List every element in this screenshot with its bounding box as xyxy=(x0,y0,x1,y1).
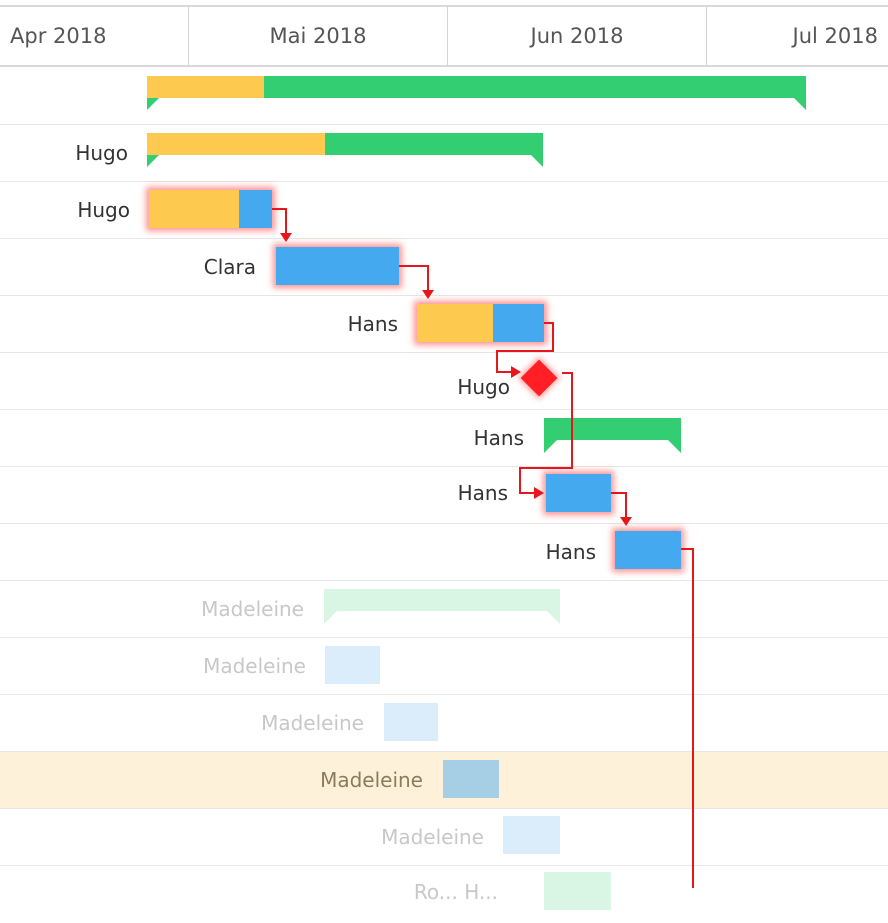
task-resource-label: Ro... H... xyxy=(413,880,498,904)
month-header-jul: Jul 2018 xyxy=(706,7,888,65)
task-bar[interactable] xyxy=(615,531,681,569)
gantt-row[interactable]: Hugo xyxy=(0,353,888,410)
task-resource-label: Hans xyxy=(473,426,524,450)
month-header-jun: Jun 2018 xyxy=(447,7,706,65)
task-resource-label: Madeleine xyxy=(381,825,484,849)
timeline-header: Apr 2018 Mai 2018 Jun 2018 Jul 2018 xyxy=(0,5,888,67)
gantt-row[interactable]: Madeleine xyxy=(0,695,888,752)
gantt-row[interactable]: Ro... H... xyxy=(0,866,888,923)
task-resource-label: Madeleine xyxy=(203,654,306,678)
month-header-mai: Mai 2018 xyxy=(188,7,447,65)
task-resource-label: Hugo xyxy=(75,141,128,165)
task-bar[interactable] xyxy=(503,816,560,854)
milestone-diamond[interactable] xyxy=(520,359,558,397)
project-summary-bar[interactable] xyxy=(147,76,806,110)
gantt-row[interactable] xyxy=(0,68,888,125)
task-bar[interactable] xyxy=(149,190,272,228)
gantt-row[interactable]: Madeleine xyxy=(0,638,888,695)
task-resource-label: Madeleine xyxy=(201,597,304,621)
gantt-row[interactable]: Hugo xyxy=(0,182,888,239)
gantt-row[interactable]: Hugo xyxy=(0,125,888,182)
task-resource-label: Hans xyxy=(545,540,596,564)
task-resource-label: Hugo xyxy=(457,375,510,399)
task-resource-label: Hugo xyxy=(77,198,130,222)
summary-bar[interactable] xyxy=(324,589,560,624)
task-bar[interactable] xyxy=(276,247,399,285)
month-header-apr: Apr 2018 xyxy=(10,24,107,48)
task-resource-label: Clara xyxy=(203,255,256,279)
task-bar[interactable] xyxy=(546,474,611,512)
summary-bar[interactable] xyxy=(147,133,543,167)
summary-bar[interactable] xyxy=(544,418,681,453)
gantt-row[interactable]: Hans xyxy=(0,410,888,467)
task-resource-label: Madeleine xyxy=(320,768,423,792)
gantt-row[interactable]: Hans xyxy=(0,296,888,353)
gantt-row[interactable]: Clara xyxy=(0,239,888,296)
task-bar[interactable] xyxy=(417,304,544,342)
task-bar[interactable] xyxy=(443,760,499,798)
task-resource-label: Hans xyxy=(457,481,508,505)
task-resource-label: Madeleine xyxy=(261,711,364,735)
gantt-row[interactable]: Madeleine xyxy=(0,581,888,638)
task-bar[interactable] xyxy=(325,646,380,684)
gantt-row-selected[interactable]: Madeleine xyxy=(0,752,888,809)
task-bar[interactable] xyxy=(384,703,438,741)
gantt-row[interactable]: Hans xyxy=(0,524,888,581)
gantt-row[interactable]: Hans xyxy=(0,467,888,524)
task-resource-label: Hans xyxy=(347,312,398,336)
gantt-row[interactable]: Madeleine xyxy=(0,809,888,866)
summary-bar[interactable] xyxy=(544,872,611,910)
